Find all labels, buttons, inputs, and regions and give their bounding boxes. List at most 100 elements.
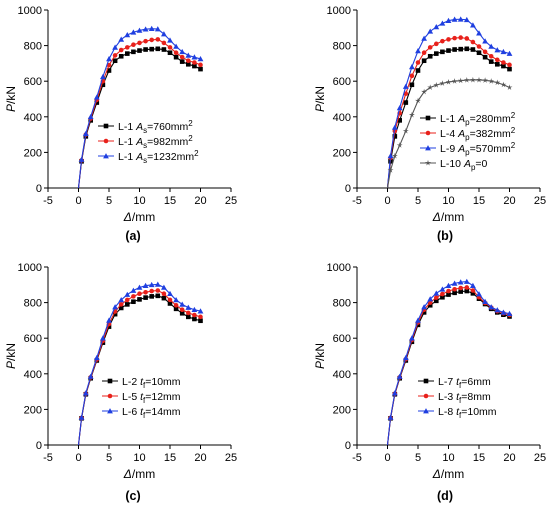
data-point <box>415 68 421 73</box>
data-point <box>198 318 203 324</box>
panel-label: (b) <box>437 229 453 243</box>
x-axis-title: Δ/mm <box>432 467 464 481</box>
data-point <box>161 31 167 37</box>
x-tick-label: 5 <box>106 195 112 207</box>
data-point <box>506 84 513 90</box>
x-tick-label: 5 <box>106 452 112 464</box>
data-point <box>137 291 142 297</box>
data-point <box>167 50 173 56</box>
data-point <box>464 285 470 290</box>
data-point <box>433 290 440 296</box>
data-point <box>106 56 112 62</box>
data-point <box>403 100 409 105</box>
x-tick-label: 20 <box>194 452 206 464</box>
data-point <box>149 288 154 294</box>
data-point <box>137 297 142 302</box>
x-tick-label: 10 <box>133 452 145 464</box>
y-tick-label: 600 <box>24 76 42 88</box>
data-point <box>439 80 446 86</box>
data-point <box>179 54 185 60</box>
legend-entry: L-10 Ap=0 <box>420 158 488 172</box>
data-point <box>198 62 203 68</box>
x-tick-label: 20 <box>503 452 515 464</box>
data-point <box>440 294 445 300</box>
data-point <box>463 16 470 23</box>
data-point <box>433 24 440 30</box>
data-point <box>78 414 85 420</box>
data-point <box>131 299 136 305</box>
data-point <box>494 307 501 313</box>
y-tick-label: 800 <box>333 41 351 53</box>
legend-label: L-1 Ap=280mm2 <box>440 111 516 127</box>
legend-entry: L-1 As=1232mm2 <box>98 149 199 165</box>
data-point <box>167 37 173 43</box>
legend-marker <box>107 378 113 384</box>
data-point <box>186 310 191 316</box>
data-point <box>482 77 489 83</box>
data-point <box>470 291 476 296</box>
data-point <box>94 100 100 105</box>
data-point <box>409 64 415 70</box>
series-line <box>77 48 201 189</box>
data-point <box>387 153 394 159</box>
data-point <box>494 79 501 86</box>
data-point <box>402 83 409 89</box>
data-point <box>143 38 148 44</box>
data-point <box>464 46 470 52</box>
series-l-1 <box>77 46 203 189</box>
panel-label: (c) <box>125 489 140 503</box>
data-point <box>112 53 118 58</box>
data-point <box>161 295 167 301</box>
data-point <box>469 76 476 83</box>
x-tick-label: -5 <box>43 195 53 207</box>
data-point <box>106 62 112 68</box>
data-point <box>137 48 142 53</box>
x-tick-label: 0 <box>75 452 81 464</box>
series-line <box>77 283 201 446</box>
series-line <box>386 37 510 189</box>
data-point <box>137 40 142 46</box>
data-point <box>451 280 458 286</box>
data-point <box>100 82 106 88</box>
x-tick-label: 5 <box>415 195 421 207</box>
data-point <box>148 25 155 32</box>
y-tick-label: 400 <box>24 112 42 124</box>
data-point <box>421 50 427 56</box>
legend-entry: L-5 tf=12mm <box>102 391 181 405</box>
x-axis-title: Δ/mm <box>123 467 155 481</box>
data-point <box>87 373 94 379</box>
data-point <box>186 61 191 67</box>
legend-label: L-1 As=760mm2 <box>118 119 193 135</box>
x-tick-label: 15 <box>473 452 485 464</box>
data-point <box>125 297 130 303</box>
data-point <box>167 45 173 50</box>
data-point <box>446 288 451 294</box>
data-point <box>440 49 445 55</box>
data-point <box>427 84 434 90</box>
data-point <box>118 302 124 307</box>
legend-marker <box>103 153 109 159</box>
data-point <box>143 289 148 295</box>
y-tick-label: 600 <box>24 333 42 345</box>
x-tick-label: 20 <box>194 195 206 207</box>
data-point <box>179 310 185 316</box>
data-point <box>149 46 154 52</box>
data-point <box>149 37 154 43</box>
data-point <box>446 48 451 53</box>
legend-marker <box>423 408 429 414</box>
y-axis-title: P/kN <box>313 343 327 369</box>
x-tick-label: 0 <box>75 195 81 207</box>
data-point <box>470 282 476 289</box>
data-point <box>445 17 452 23</box>
data-point <box>434 295 439 300</box>
data-point <box>494 47 501 53</box>
data-point <box>488 59 494 64</box>
y-tick-label: 1000 <box>18 5 42 17</box>
data-point <box>161 291 167 297</box>
data-point <box>173 302 179 308</box>
legend-label: L-6 tf=14mm <box>122 406 181 420</box>
data-point <box>434 41 439 47</box>
data-point <box>464 36 470 41</box>
